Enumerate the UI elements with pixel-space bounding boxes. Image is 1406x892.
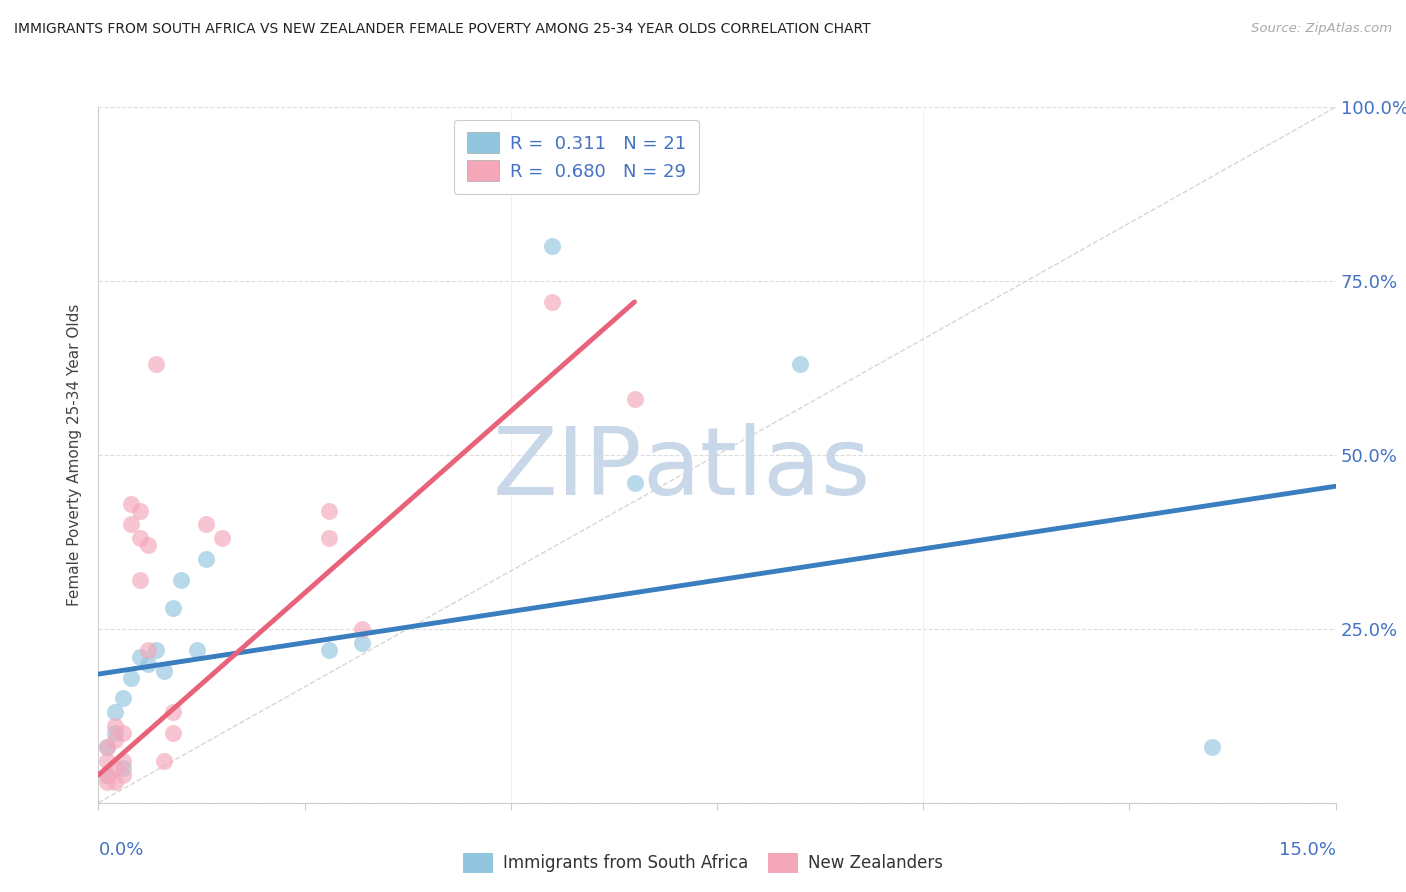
Point [104, 775, 127, 789]
Point [104, 761, 127, 775]
Legend: Immigrants from South Africa, New Zealanders: Immigrants from South Africa, New Zealan… [456, 847, 950, 880]
Point [318, 503, 340, 517]
Point [145, 358, 167, 372]
Point [623, 475, 645, 490]
Point [145, 642, 167, 657]
Point [104, 726, 127, 740]
Point [112, 691, 135, 706]
Text: ZIP: ZIP [494, 423, 643, 515]
Point [162, 726, 184, 740]
Point [541, 239, 564, 253]
Point [120, 671, 142, 685]
Point [128, 573, 150, 587]
Text: Source: ZipAtlas.com: Source: ZipAtlas.com [1251, 22, 1392, 36]
Point [318, 642, 340, 657]
Text: atlas: atlas [643, 423, 872, 515]
Point [128, 649, 150, 664]
Point [194, 517, 217, 532]
Point [96, 754, 118, 768]
Point [120, 497, 142, 511]
Point [352, 636, 374, 650]
Point [136, 538, 159, 552]
Point [153, 754, 176, 768]
Point [128, 503, 150, 517]
Point [112, 726, 135, 740]
Point [128, 532, 150, 546]
Point [153, 664, 176, 678]
Point [112, 754, 135, 768]
Y-axis label: Female Poverty Among 25-34 Year Olds: Female Poverty Among 25-34 Year Olds [67, 304, 83, 606]
Point [162, 706, 184, 720]
Point [96, 740, 118, 755]
Point [112, 761, 135, 775]
Point [96, 740, 118, 755]
Point [186, 642, 208, 657]
Point [623, 392, 645, 407]
Point [352, 622, 374, 636]
Point [194, 552, 217, 566]
Point [96, 768, 118, 782]
Point [96, 775, 118, 789]
Point [162, 601, 184, 615]
Point [789, 358, 811, 372]
Text: IMMIGRANTS FROM SOUTH AFRICA VS NEW ZEALANDER FEMALE POVERTY AMONG 25-34 YEAR OL: IMMIGRANTS FROM SOUTH AFRICA VS NEW ZEAL… [14, 22, 870, 37]
Point [112, 768, 135, 782]
Point [96, 768, 118, 782]
Point [318, 532, 340, 546]
Point [120, 517, 142, 532]
Legend: R =  0.311   N = 21, R =  0.680   N = 29: R = 0.311 N = 21, R = 0.680 N = 29 [454, 120, 699, 194]
Point [170, 573, 193, 587]
Point [136, 642, 159, 657]
Point [104, 719, 127, 733]
Text: 15.0%: 15.0% [1278, 841, 1336, 859]
Point [1201, 740, 1223, 755]
Point [104, 706, 127, 720]
Point [211, 532, 233, 546]
Point [104, 733, 127, 747]
Point [136, 657, 159, 671]
Point [541, 294, 564, 309]
Text: 0.0%: 0.0% [98, 841, 143, 859]
